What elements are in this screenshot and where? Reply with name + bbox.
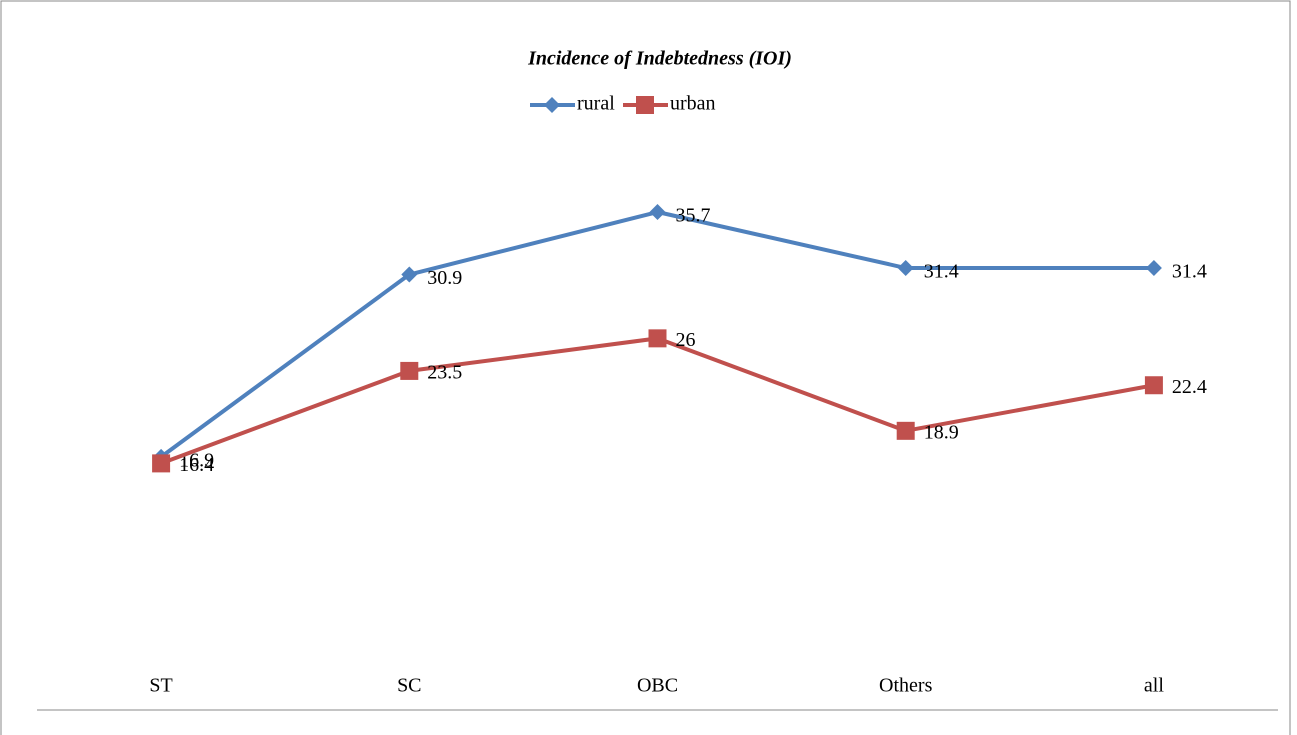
data-label: 23.5 xyxy=(427,362,462,384)
x-tick-label: SC xyxy=(397,675,421,697)
x-tick-label: OBC xyxy=(637,675,678,697)
legend-label: urban xyxy=(670,93,716,115)
data-label: 18.9 xyxy=(924,421,959,443)
x-tick-label: ST xyxy=(149,675,172,697)
point-marker xyxy=(897,260,914,277)
legend-marker xyxy=(636,96,654,114)
point-marker xyxy=(1144,376,1163,395)
point-marker xyxy=(400,361,419,380)
point-marker xyxy=(401,266,418,283)
series-line xyxy=(160,336,1155,466)
data-label: 35.7 xyxy=(676,205,711,227)
data-label: 16.4 xyxy=(179,454,214,476)
x-tick-label: all xyxy=(1144,675,1164,697)
point-marker xyxy=(152,454,171,473)
data-label: 22.4 xyxy=(1172,376,1207,398)
chart-title: Incidence of Indebtedness (IOI) xyxy=(527,48,792,70)
data-label: 26 xyxy=(676,329,696,351)
data-label: 30.9 xyxy=(427,267,462,289)
point-marker xyxy=(648,329,667,348)
point-marker xyxy=(649,204,666,221)
data-label: 31.4 xyxy=(924,261,959,283)
point-marker xyxy=(1145,260,1162,277)
x-tick-label: Others xyxy=(879,675,933,697)
legend-label: rural xyxy=(577,93,615,115)
point-marker xyxy=(896,421,915,440)
data-label: 31.4 xyxy=(1172,261,1207,283)
legend-marker xyxy=(544,97,560,113)
